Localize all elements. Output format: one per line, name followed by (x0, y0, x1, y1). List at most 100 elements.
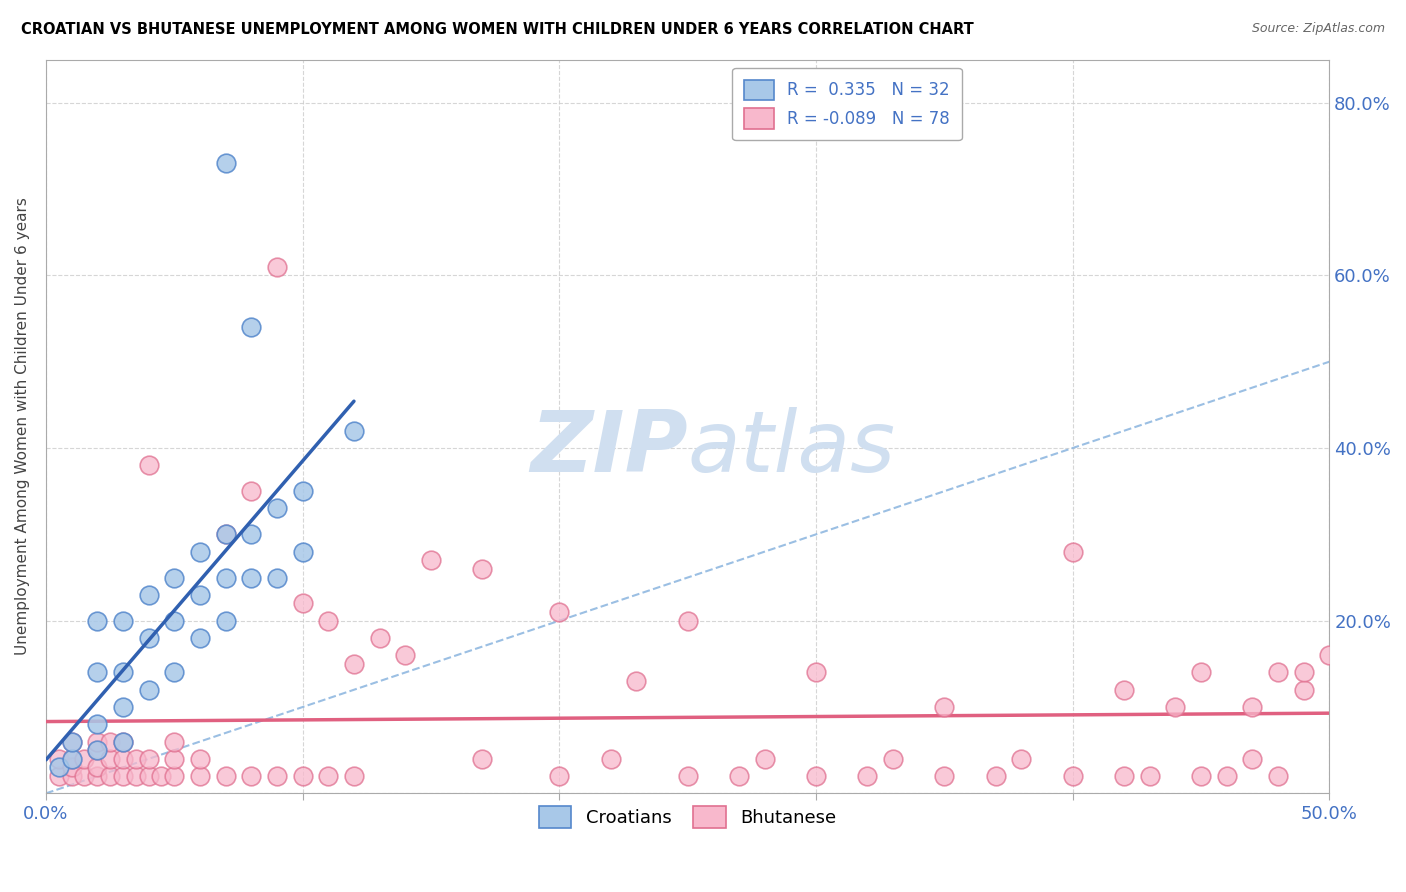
Point (86, 769, 108, 783)
Text: CROATIAN VS BHUTANESE UNEMPLOYMENT AMONG WOMEN WITH CHILDREN UNDER 6 YEARS CORRE: CROATIAN VS BHUTANESE UNEMPLOYMENT AMONG… (21, 22, 974, 37)
Point (60, 734, 83, 748)
Point (548, 605, 571, 619)
Point (60, 752, 83, 766)
Point (984, 769, 1007, 783)
Point (188, 544, 211, 558)
Point (163, 752, 186, 766)
Point (214, 570, 236, 584)
Point (111, 665, 134, 680)
Point (1267, 665, 1289, 680)
Point (1241, 700, 1264, 714)
Point (1189, 665, 1212, 680)
Point (60, 769, 83, 783)
Point (60, 752, 83, 766)
Point (240, 527, 263, 541)
Point (856, 769, 879, 783)
Point (86, 734, 108, 748)
Point (240, 320, 263, 334)
Point (291, 484, 314, 499)
Point (163, 769, 186, 783)
Point (214, 527, 236, 541)
Point (60, 734, 83, 748)
Point (266, 570, 288, 584)
Point (1215, 769, 1237, 783)
Point (291, 769, 314, 783)
Point (48, 769, 70, 783)
Text: ZIP: ZIP (530, 407, 688, 490)
Point (86, 717, 108, 731)
Point (599, 752, 621, 766)
Point (1062, 544, 1084, 558)
Point (1267, 769, 1289, 783)
Point (214, 156, 236, 170)
Legend: Croatians, Bhutanese: Croatians, Bhutanese (531, 799, 844, 836)
Point (1241, 752, 1264, 766)
Point (316, 769, 339, 783)
Point (73, 769, 96, 783)
Point (548, 769, 571, 783)
Point (98, 769, 121, 783)
Point (1189, 769, 1212, 783)
Point (934, 769, 956, 783)
Point (111, 700, 134, 714)
Point (754, 752, 776, 766)
Point (48, 752, 70, 766)
Point (368, 631, 391, 645)
Point (343, 769, 366, 783)
Point (111, 734, 134, 748)
Point (1317, 648, 1340, 663)
Point (73, 752, 96, 766)
Point (86, 743, 108, 757)
Point (266, 501, 288, 516)
Point (188, 588, 211, 602)
Point (316, 614, 339, 628)
Point (240, 484, 263, 499)
Point (343, 657, 366, 671)
Point (138, 769, 160, 783)
Text: atlas: atlas (688, 407, 896, 490)
Point (98, 734, 121, 748)
Point (111, 769, 134, 783)
Point (291, 544, 314, 558)
Point (804, 665, 827, 680)
Point (111, 614, 134, 628)
Point (1164, 700, 1187, 714)
Point (1112, 682, 1135, 697)
Point (471, 752, 494, 766)
Point (138, 631, 160, 645)
Point (138, 752, 160, 766)
Point (291, 596, 314, 610)
Point (471, 562, 494, 576)
Y-axis label: Unemployment Among Women with Children Under 6 years: Unemployment Among Women with Children U… (15, 197, 30, 656)
Point (420, 553, 443, 567)
Point (163, 614, 186, 628)
Point (214, 527, 236, 541)
Point (1010, 752, 1032, 766)
Point (86, 743, 108, 757)
Point (163, 734, 186, 748)
Point (86, 614, 108, 628)
Point (98, 752, 121, 766)
Point (111, 734, 134, 748)
Point (804, 769, 827, 783)
Point (343, 424, 366, 438)
Point (188, 752, 211, 766)
Point (394, 648, 416, 663)
Text: Source: ZipAtlas.com: Source: ZipAtlas.com (1251, 22, 1385, 36)
Point (48, 760, 70, 774)
Point (86, 665, 108, 680)
Point (111, 752, 134, 766)
Point (676, 769, 699, 783)
Point (266, 260, 288, 274)
Point (1292, 682, 1315, 697)
Point (240, 769, 263, 783)
Point (125, 752, 148, 766)
Point (138, 588, 160, 602)
Point (1112, 769, 1135, 783)
Point (138, 458, 160, 473)
Point (138, 682, 160, 697)
Point (60, 760, 83, 774)
Point (1292, 665, 1315, 680)
Point (240, 570, 263, 584)
Point (86, 760, 108, 774)
